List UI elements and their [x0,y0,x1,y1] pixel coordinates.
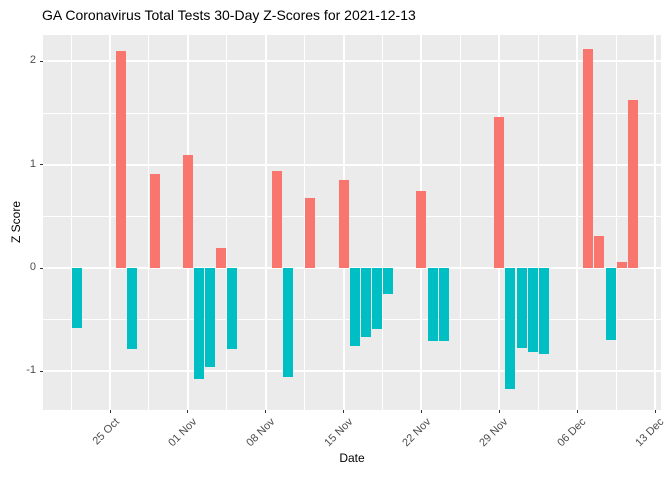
bar-negative [527,268,538,352]
gridline-minor-vertical [148,35,150,410]
bar-negative [371,268,382,329]
bar-positive [416,190,427,268]
x-tick-label: 06 Dec [555,416,589,450]
x-tick-mark [343,410,345,413]
gridline-minor-vertical [615,35,617,410]
bar-positive [182,155,193,268]
bar-negative [283,268,293,377]
gridline-minor-vertical [226,35,228,410]
gridline-major-vertical [576,35,579,410]
bar-negative [194,268,204,379]
bar-positive [338,180,349,268]
y-tick-label: -1 [26,364,36,377]
bar-positive [116,51,127,268]
x-tick-label: 29 Nov [477,416,511,450]
bar-positive [627,99,638,268]
bar-negative [227,268,238,349]
x-tick-mark [654,410,656,413]
x-tick-label: 13 Dec [633,416,667,450]
bar-positive [494,117,505,268]
bar-positive [583,49,594,268]
gridline-major-vertical [264,35,267,410]
x-axis-title: Date [339,451,365,465]
x-tick-mark [109,410,111,413]
gridline-major-horizontal [43,163,661,166]
gridline-major-horizontal [43,370,661,373]
bar-positive [271,170,282,268]
chart-title: GA Coronavirus Total Tests 30-Day Z-Scor… [42,7,416,23]
bar-negative [538,268,549,354]
gridline-minor-vertical [304,35,306,410]
x-tick-label: 08 Nov [244,416,278,450]
x-tick-label: 22 Nov [399,416,433,450]
bar-negative [127,268,138,349]
bar-negative [205,268,216,368]
gridline-minor-horizontal [43,112,661,114]
x-tick-mark [420,410,422,413]
bar-positive [616,261,627,268]
gridline-minor-vertical [70,35,72,410]
plot-panel [43,35,661,410]
bar-negative [605,268,616,341]
y-tick-label: 0 [29,261,36,273]
bar-negative [360,268,371,338]
bar-negative [349,268,360,346]
y-tick-mark [40,370,43,372]
bar-positive [216,248,227,268]
y-tick-mark [40,60,43,62]
bar-positive [305,197,316,268]
y-tick-label: 2 [29,54,36,67]
y-tick-label: 1 [29,157,36,170]
gridline-major-vertical [109,35,111,410]
x-tick-mark [187,410,189,413]
gridline-major-horizontal [43,60,661,63]
y-axis-title: Z Score [9,200,23,244]
x-tick-mark [576,410,578,413]
x-tick-label: 25 Oct [90,416,122,448]
x-tick-label: 01 Nov [166,416,200,450]
x-tick-label: 15 Nov [321,416,356,450]
bar-negative [505,268,516,389]
y-tick-mark [40,267,43,269]
gridline-major-vertical [654,35,656,410]
gridline-minor-vertical [459,35,461,410]
bar-negative [438,268,449,342]
bar-negative [383,268,394,294]
bar-negative [71,268,82,328]
bar-negative [427,268,438,342]
gridline-minor-horizontal [43,215,661,217]
gridline-minor-vertical [537,35,539,410]
x-tick-mark [265,410,267,413]
bar-positive [149,174,160,268]
bar-positive [594,236,605,268]
y-tick-mark [40,164,43,166]
bar-negative [516,268,527,348]
x-tick-mark [498,410,500,413]
gridline-minor-vertical [382,35,383,410]
